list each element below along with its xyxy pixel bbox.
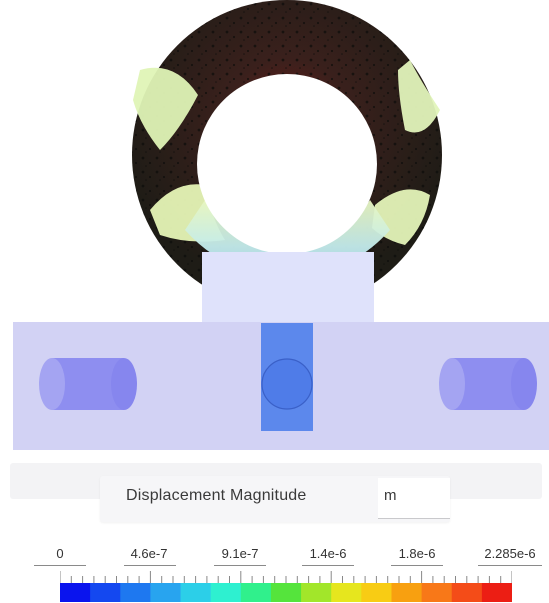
colorbar-swatch xyxy=(451,583,483,602)
model-render xyxy=(13,0,549,450)
center-pin-block xyxy=(261,323,313,431)
colorbar-swatch xyxy=(120,583,151,602)
simulation-viewport[interactable] xyxy=(0,0,549,460)
colorbar-swatch xyxy=(240,583,272,602)
colorbar-swatch xyxy=(90,583,121,602)
unit-select-value[interactable]: m xyxy=(384,487,397,504)
colorbar-swatch xyxy=(481,583,512,602)
colorbar-tick-label: 2.285e-6 xyxy=(484,546,536,561)
colorbar-tick-label: 1.4e-6 xyxy=(309,546,347,561)
colorbar-swatch xyxy=(270,583,302,602)
colorbar-swatch xyxy=(331,583,362,602)
unit-select[interactable] xyxy=(378,478,450,519)
colorbar-swatch xyxy=(180,583,212,602)
tick-underline xyxy=(124,565,176,566)
colorbar-tick-label: 4.6e-7 xyxy=(130,546,168,561)
tick-underline xyxy=(478,565,542,566)
colorbar-tick-label: 0 xyxy=(56,546,64,561)
eye-ring xyxy=(132,0,442,310)
legend-title: Displacement Magnitude xyxy=(126,487,307,504)
colorbar-swatch xyxy=(60,583,91,602)
colorbar-swatch xyxy=(150,583,182,602)
tick-underline xyxy=(302,565,354,566)
colorbar xyxy=(60,571,512,602)
colorbar-tick-label: 1.8e-6 xyxy=(398,546,436,561)
colorbar-swatch xyxy=(391,583,423,602)
tick-underline xyxy=(391,565,443,566)
colorbar-swatch xyxy=(301,583,332,602)
ring-neck xyxy=(202,252,374,324)
colorbar-swatch xyxy=(421,583,453,602)
colorbar-tick-label: 9.1e-7 xyxy=(221,546,259,561)
tick-underline xyxy=(214,565,266,566)
left-pin xyxy=(39,358,137,410)
tick-underline xyxy=(34,565,86,566)
colorbar-swatch xyxy=(210,583,242,602)
right-pin xyxy=(439,358,537,410)
colorbar-swatch xyxy=(361,583,393,602)
